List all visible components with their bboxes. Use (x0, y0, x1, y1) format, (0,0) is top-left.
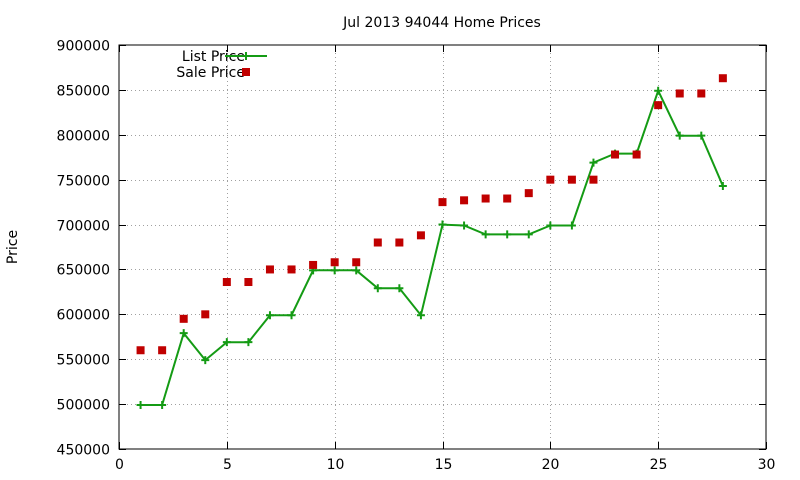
y-tick-label: 700000 (57, 219, 110, 235)
data-point (546, 221, 555, 230)
series-layer (136, 74, 727, 410)
y-tick-label: 550000 (57, 353, 110, 369)
series-line (140, 88, 724, 406)
data-point (179, 314, 188, 323)
data-point (352, 258, 361, 267)
data-point (589, 158, 598, 167)
data-point (352, 266, 361, 275)
x-tick-label: 5 (223, 457, 232, 473)
legend-label: Sale Price (176, 65, 245, 81)
data-point (718, 74, 727, 83)
data-point (524, 230, 533, 239)
data-point (265, 311, 274, 320)
data-point (395, 284, 404, 293)
data-point (654, 86, 663, 95)
x-axis: 0 5 10 15 20 25 30 (115, 45, 775, 473)
data-point (287, 265, 296, 274)
data-point (697, 131, 706, 140)
data-point (567, 221, 576, 230)
data-point (438, 220, 447, 229)
data-point (416, 311, 425, 320)
data-point (460, 196, 469, 205)
y-tick-label: 800000 (57, 129, 110, 145)
data-point (244, 338, 253, 347)
x-tick-label: 30 (758, 457, 776, 473)
data-point (503, 194, 512, 203)
data-point (287, 311, 296, 320)
legend-marker (242, 68, 250, 76)
data-point (654, 101, 663, 110)
series-list-price (136, 86, 727, 410)
data-point (718, 181, 727, 190)
data-point (546, 175, 555, 184)
data-point (632, 150, 641, 159)
data-point (524, 189, 533, 198)
data-point (611, 150, 620, 159)
data-point (460, 221, 469, 230)
x-tick-label: 25 (650, 457, 668, 473)
data-point (222, 338, 231, 347)
data-point (503, 230, 512, 239)
y-tick-label: 900000 (57, 39, 110, 55)
data-point (481, 194, 490, 203)
data-point (222, 278, 231, 287)
x-tick-label: 15 (435, 457, 453, 473)
data-point (158, 401, 167, 410)
x-tick-label: 10 (327, 457, 345, 473)
data-point (675, 89, 684, 98)
chart-title: Jul 2013 94044 Home Prices (342, 15, 541, 31)
data-point (201, 356, 210, 365)
y-axis: 450000 500000 550000 600000 650000 700000 7500… (57, 39, 766, 459)
y-tick-label: 600000 (57, 308, 110, 324)
data-point (309, 260, 318, 269)
data-point (330, 258, 339, 267)
data-point (675, 131, 684, 140)
legend-marker (242, 52, 250, 60)
plot-frame (118, 44, 767, 450)
data-point (201, 310, 210, 319)
data-point (179, 329, 188, 338)
x-tick-label: 20 (542, 457, 560, 473)
series-sale-price (136, 74, 727, 355)
legend-label: List Price (182, 49, 245, 65)
y-tick-label: 450000 (57, 443, 110, 459)
data-point (438, 198, 447, 207)
data-point (416, 231, 425, 240)
x-tick-label: 0 (115, 457, 124, 473)
data-point (395, 238, 404, 247)
data-point (481, 230, 490, 239)
y-axis-label: Price (5, 230, 21, 264)
y-tick-label: 750000 (57, 174, 110, 190)
data-point (244, 278, 253, 287)
grid (119, 45, 766, 449)
data-point (136, 401, 145, 410)
data-point (697, 89, 706, 98)
y-tick-label: 850000 (57, 84, 110, 100)
data-point (373, 284, 382, 293)
data-point (567, 175, 576, 184)
y-tick-label: 650000 (57, 263, 110, 279)
data-point (589, 175, 598, 184)
data-point (158, 346, 167, 355)
data-point (330, 266, 339, 275)
data-point (265, 265, 274, 274)
y-tick-label: 500000 (57, 398, 110, 414)
data-point (373, 238, 382, 247)
data-point (136, 346, 145, 355)
